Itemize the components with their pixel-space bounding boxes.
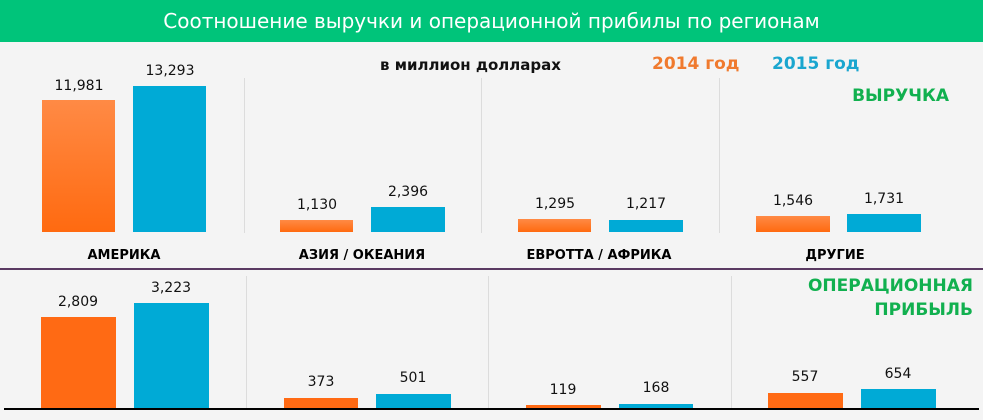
panel-divider xyxy=(481,78,482,233)
value-label: 373 xyxy=(307,374,335,390)
panel-divider xyxy=(731,276,732,408)
region-label-asia: АЗИЯ / ОКЕАНИЯ xyxy=(298,248,426,263)
value-label: 501 xyxy=(399,370,427,386)
value-label: 1,546 xyxy=(772,193,814,209)
value-label: 557 xyxy=(791,369,819,385)
units-subtitle: в миллион долларах xyxy=(380,56,561,74)
bar-profit-other-2014 xyxy=(768,393,843,408)
bar-profit-america-2014 xyxy=(41,317,116,408)
value-label: 654 xyxy=(884,366,912,382)
value-label: 119 xyxy=(549,382,577,398)
bar-profit-other-2015 xyxy=(861,389,936,408)
bar-profit-europe-2015 xyxy=(619,404,693,408)
value-label: 1,295 xyxy=(534,196,576,212)
bar-revenue-america-2015 xyxy=(133,86,206,232)
value-label: 168 xyxy=(642,380,670,396)
value-label: 1,731 xyxy=(863,191,905,207)
panel-divider xyxy=(246,276,247,408)
chart-title: Соотношение выручки и операционной приби… xyxy=(0,0,983,42)
bar-revenue-europe-2015 xyxy=(609,220,683,232)
profit-label-line2: ПРИБЫЛЬ xyxy=(874,300,973,320)
revenue-section-label: ВЫРУЧКА xyxy=(852,86,949,106)
panel-divider xyxy=(719,78,720,233)
bar-revenue-america-2014 xyxy=(42,100,115,232)
bar-revenue-other-2014 xyxy=(756,216,830,232)
legend-2014: 2014 год xyxy=(652,54,740,74)
region-label-other: ДРУГИЕ xyxy=(805,248,865,263)
bar-revenue-asia-2015 xyxy=(371,207,445,232)
region-label-america: АМЕРИКА xyxy=(87,248,161,263)
legend-2015: 2015 год xyxy=(772,54,860,74)
bar-profit-asia-2015 xyxy=(376,394,451,408)
region-label-europe: ЕВРОТТА / АФРИКА xyxy=(526,248,672,263)
bar-profit-europe-2014 xyxy=(526,405,601,408)
panel-divider xyxy=(244,78,245,233)
profit-section-label: ОПЕРАЦИОННАЯ ПРИБЫЛЬ xyxy=(808,274,973,322)
value-label: 3,223 xyxy=(150,280,192,296)
bar-revenue-other-2015 xyxy=(847,214,921,232)
value-label: 2,396 xyxy=(387,184,429,200)
panel-divider xyxy=(488,276,489,408)
profit-label-line1: ОПЕРАЦИОННАЯ xyxy=(807,276,973,296)
bar-revenue-asia-2014 xyxy=(280,220,353,232)
value-label: 11,981 xyxy=(54,78,104,94)
bar-profit-asia-2014 xyxy=(284,398,358,408)
value-label: 1,130 xyxy=(296,197,338,213)
baseline xyxy=(4,408,979,410)
bar-revenue-europe-2014 xyxy=(518,219,591,232)
section-separator xyxy=(0,268,983,270)
value-label: 13,293 xyxy=(145,63,195,79)
value-label: 2,809 xyxy=(57,294,99,310)
bar-profit-america-2015 xyxy=(134,303,209,408)
value-label: 1,217 xyxy=(625,196,667,212)
